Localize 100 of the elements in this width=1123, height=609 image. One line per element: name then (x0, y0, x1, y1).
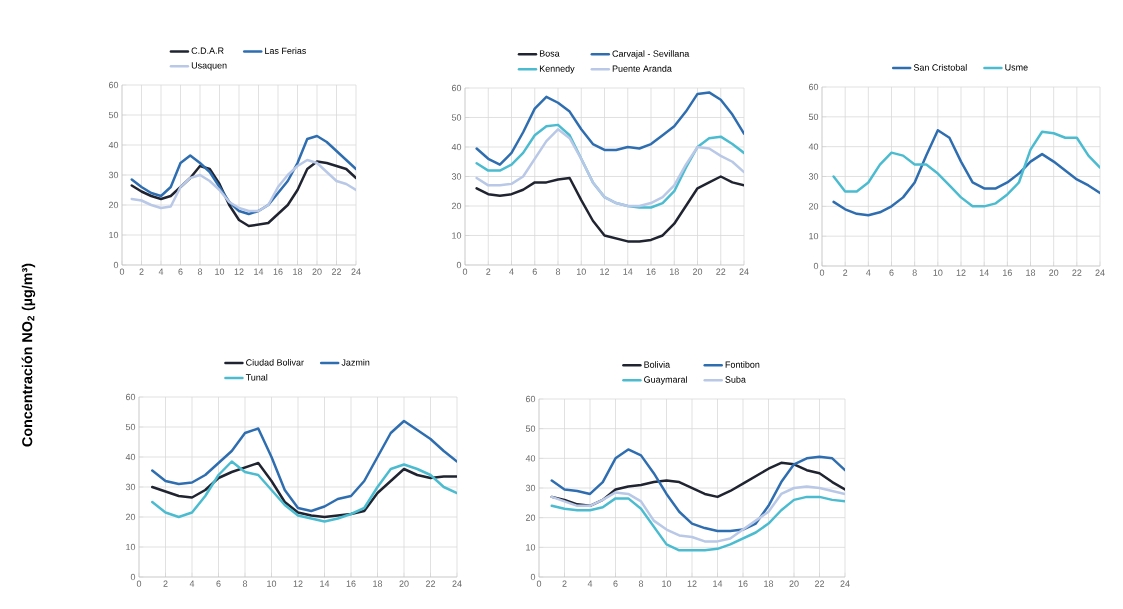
y-tick-label: 30 (808, 173, 819, 180)
x-tick-label: 4 (587, 580, 593, 587)
x-tick-label: 8 (638, 580, 644, 587)
x-tick-label: 16 (273, 268, 283, 275)
x-tick-label: 24 (739, 268, 749, 275)
y-tick-label: 10 (809, 232, 819, 240)
y-tick-label: 0 (530, 573, 536, 581)
x-tick-label: 10 (933, 269, 943, 276)
y-axis-title: Concentración NO$_{2}$ (µg/m³) (21, 263, 36, 447)
x-tick-label: 4 (158, 268, 164, 275)
y-tick-label: 0 (130, 573, 136, 581)
y-tick-label: 30 (525, 484, 536, 492)
line-series (475, 91, 745, 166)
x-tick-label: 6 (216, 580, 221, 587)
x-tick-label: 20 (399, 580, 409, 587)
x-tick-label: 16 (646, 268, 656, 275)
legend-label: Usme (1005, 64, 1028, 71)
x-tick-label: 14 (320, 580, 330, 587)
x-tick-label: 0 (119, 268, 125, 275)
y-tick-label: 60 (808, 83, 819, 91)
x-tick-label: 4 (189, 580, 195, 587)
y-tick-label: 20 (125, 513, 136, 521)
x-tick-label: 20 (692, 268, 703, 275)
legend-label: Jazmin (341, 359, 370, 366)
y-tick-label: 20 (808, 203, 819, 210)
legend-label: Guaymaral (644, 376, 687, 385)
y-tick-label: 10 (126, 543, 136, 551)
y-tick-label: 40 (451, 143, 462, 151)
x-tick-label: 12 (687, 580, 697, 587)
x-tick-label: 18 (1026, 269, 1036, 276)
x-tick-label: 14 (713, 580, 723, 587)
x-tick-label: 0 (536, 580, 542, 587)
x-tick-label: 18 (764, 580, 774, 587)
y-tick-label: 60 (125, 393, 136, 401)
y-tick-label: 10 (526, 544, 536, 551)
x-tick-label: 8 (197, 268, 203, 275)
x-tick-label: 18 (373, 580, 383, 587)
x-tick-label: 2 (139, 268, 144, 275)
x-tick-label: 20 (1049, 269, 1059, 276)
x-tick-label: 16 (346, 580, 356, 587)
y-tick-label: 30 (451, 173, 462, 180)
x-tick-label: 0 (462, 268, 468, 275)
legend-label: Suba (725, 376, 746, 383)
y-tick-label: 10 (452, 232, 462, 239)
x-tick-label: 18 (669, 268, 679, 275)
line-series (550, 448, 846, 533)
x-tick-label: 2 (163, 580, 168, 587)
y-tick-label: 20 (451, 202, 462, 210)
x-tick-label: 10 (267, 580, 277, 587)
x-tick-label: 22 (716, 268, 726, 275)
y-tick-label: 50 (525, 425, 536, 432)
x-tick-label: 6 (178, 268, 183, 275)
y-tick-label: 60 (108, 81, 119, 89)
legend-label: Carvajal - Sevillana (612, 50, 690, 59)
x-tick-label: 6 (613, 580, 618, 587)
legend-label: Las Ferias (265, 47, 306, 54)
y-tick-label: 40 (808, 143, 819, 150)
x-tick-label: 24 (452, 580, 462, 587)
x-tick-label: 14 (254, 268, 264, 275)
y-tick-label: 40 (525, 455, 536, 462)
x-tick-label: 2 (562, 580, 567, 587)
legend-label: Tunal (245, 374, 268, 381)
x-tick-label: 8 (912, 269, 917, 276)
y-tick-label: 20 (108, 201, 119, 209)
x-tick-label: 24 (840, 580, 850, 587)
x-tick-label: 12 (600, 268, 610, 275)
line-series (550, 485, 846, 543)
x-tick-label: 22 (1072, 269, 1082, 276)
y-tick-label: 50 (451, 114, 462, 121)
x-tick-label: 12 (293, 580, 303, 587)
y-tick-label: 30 (108, 171, 119, 179)
y-tick-label: 50 (125, 423, 136, 431)
x-tick-label: 12 (956, 269, 966, 276)
x-tick-label: 8 (242, 580, 248, 587)
legend-label: Bolivia (644, 361, 671, 368)
x-tick-label: 0 (136, 580, 142, 587)
x-tick-label: 4 (866, 269, 871, 276)
y-tick-label: 50 (808, 113, 819, 121)
y-tick-label: 60 (525, 395, 536, 403)
x-tick-label: 2 (486, 268, 491, 275)
y-tick-label: 10 (109, 231, 119, 239)
y-tick-label: 40 (125, 453, 136, 461)
y-tick-label: 0 (113, 261, 119, 269)
x-tick-label: 2 (843, 269, 848, 276)
y-tick-label: 50 (108, 111, 119, 119)
y-tick-label: 0 (456, 261, 462, 269)
x-tick-label: 10 (215, 268, 225, 275)
y-tick-label: 30 (125, 483, 136, 491)
y-tick-label: 60 (451, 84, 462, 92)
legend-label: C.D.A.R (191, 47, 224, 54)
y-tick-label: 40 (108, 141, 119, 149)
legend-label: Usaquen (191, 62, 227, 71)
x-tick-label: 6 (532, 268, 537, 275)
x-tick-label: 16 (1003, 269, 1012, 276)
legend-label: Puente Aranda (612, 65, 672, 72)
legend-label: Kennedy (539, 65, 575, 74)
x-tick-label: 8 (555, 268, 561, 275)
x-tick-label: 22 (814, 580, 825, 587)
x-tick-label: 22 (425, 580, 436, 587)
x-tick-label: 22 (331, 268, 342, 275)
